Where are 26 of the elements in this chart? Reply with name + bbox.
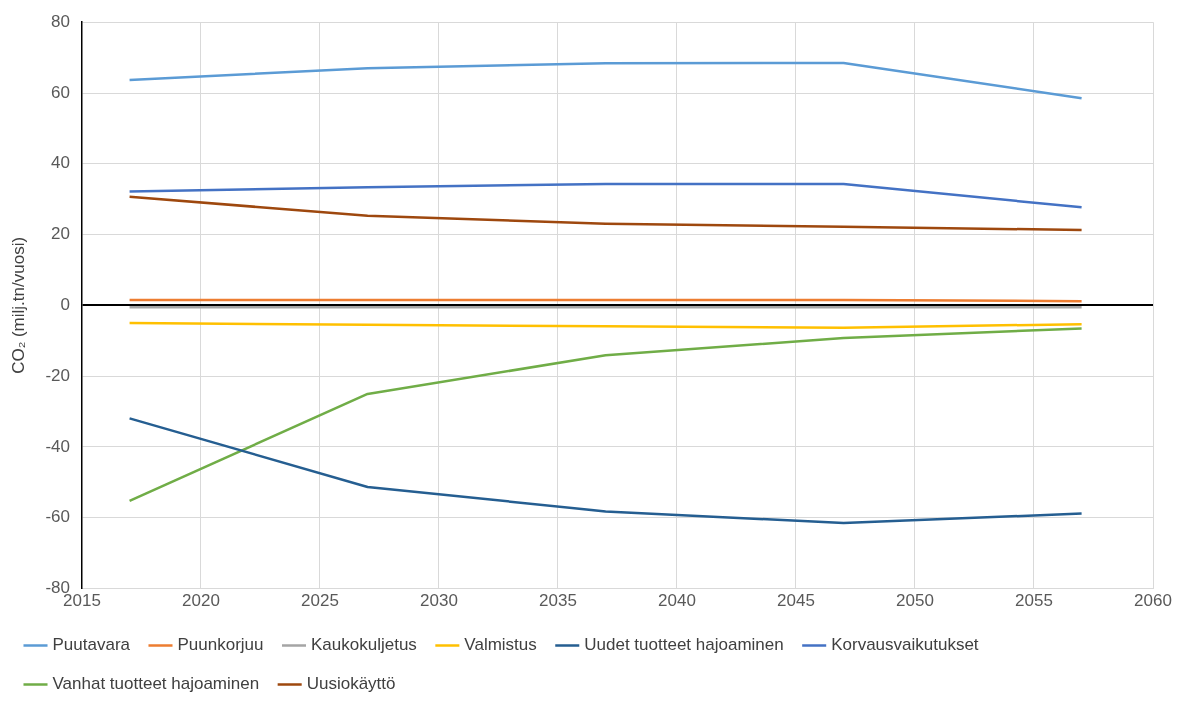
x-tick-label: 2020 <box>182 591 220 611</box>
y-tick-label: 40 <box>51 153 70 173</box>
legend-label: Vanhat tuotteet hajoaminen <box>52 674 260 694</box>
x-tick-label: 2025 <box>301 591 339 611</box>
x-tick-label: 2040 <box>658 591 696 611</box>
x-tick-label: 2055 <box>1015 591 1053 611</box>
legend-label: Puunkorjuu <box>177 635 264 655</box>
y-tick-label: -60 <box>45 507 70 527</box>
y-tick-label: -40 <box>45 436 70 456</box>
x-tick-label: 2030 <box>420 591 458 611</box>
y-tick-label: 20 <box>51 224 70 244</box>
y-tick-label: 80 <box>51 11 70 31</box>
y-tick-label: -20 <box>45 365 70 385</box>
legend-label: Korvausvaikutukset <box>831 635 979 655</box>
x-tick-label: 2060 <box>1134 591 1172 611</box>
legend-label: Valmistus <box>464 635 537 655</box>
x-tick-label: 2045 <box>777 591 815 611</box>
x-tick-label: 2035 <box>539 591 577 611</box>
y-axis-title: CO₂ (milj.tn/vuosi) <box>8 236 28 374</box>
y-tick-label: 60 <box>51 82 70 102</box>
legend-label: Uudet tuotteet hajoaminen <box>584 635 784 655</box>
y-tick-label: 0 <box>60 295 70 315</box>
x-tick-label: 2050 <box>896 591 934 611</box>
legend-label: Kaukokuljetus <box>311 635 417 655</box>
legend-label: Puutavara <box>52 635 131 655</box>
legend-label: Uusiokäyttö <box>306 674 396 694</box>
